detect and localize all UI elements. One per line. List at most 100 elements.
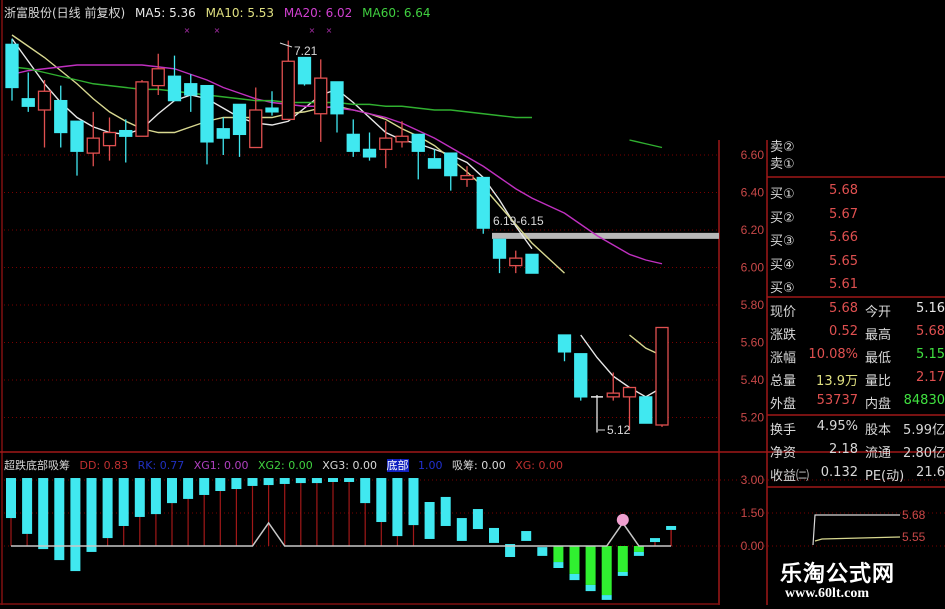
- candle-body: [102, 131, 117, 147]
- stat-value: 10.08%: [808, 347, 858, 362]
- chart-header: 浙富股份(日线 前复权) MA5: 5.36 MA10: 5.53 MA20: …: [4, 4, 437, 21]
- xg2-value: XG2: 0.00: [257, 459, 313, 472]
- candle-body: [557, 334, 572, 353]
- xg3-value: XG3: 0.00: [322, 459, 377, 472]
- cyan-bar: [54, 478, 65, 561]
- candle-body: [509, 257, 523, 267]
- candle-body: [411, 133, 425, 152]
- cyan-bar: [231, 478, 242, 490]
- buy-price: 5.61: [829, 277, 858, 292]
- cyan-bar: [167, 478, 177, 504]
- candle-body: [460, 174, 474, 181]
- cyan-bar: [440, 496, 451, 526]
- candle-body: [525, 253, 539, 274]
- buy-label: 买①: [770, 187, 795, 202]
- stat-label: 现价: [770, 305, 797, 320]
- cyan-bar: [601, 595, 612, 600]
- stat-value: 84830: [903, 393, 945, 408]
- fin-label: 净资: [770, 446, 797, 461]
- candle-body: [135, 81, 149, 137]
- price-tick: 6.00: [741, 261, 765, 275]
- sell-row: 卖②: [768, 136, 945, 158]
- cyan-bar: [38, 478, 49, 550]
- cyan-bar: [247, 478, 258, 486]
- gap-band: [492, 232, 719, 239]
- signal-marker: ×: [184, 26, 191, 35]
- candle-body: [37, 90, 52, 111]
- candle-body: [427, 158, 442, 169]
- fin-label: 股本: [865, 423, 892, 438]
- mini-label: 5.68: [902, 508, 926, 522]
- stat-label: 最低: [865, 351, 892, 366]
- cyan-bar: [633, 551, 644, 556]
- high-pointer: [279, 42, 293, 48]
- candle-body: [395, 135, 409, 143]
- cyan-bar: [86, 478, 97, 552]
- xg-value: XG: 0.00: [515, 459, 563, 472]
- cyan-bar: [22, 478, 33, 534]
- candle-body: [232, 103, 247, 136]
- stat-row: 总量 13.9万 量比 2.17: [768, 370, 945, 392]
- buy-price: 5.66: [829, 230, 858, 245]
- stat-row: 涨幅 10.08% 最低 5.15: [768, 347, 945, 369]
- watermark-url: www.60lt.com: [785, 586, 869, 601]
- candle-body: [574, 353, 588, 398]
- stat-label: 涨跌: [770, 328, 797, 343]
- indicator-tick: 3.00: [741, 473, 765, 487]
- green-bar: [553, 546, 564, 563]
- low-label: 5.12: [607, 423, 631, 437]
- candle-body: [216, 128, 230, 139]
- ma20-value: MA20: 6.02: [283, 6, 353, 20]
- stat-row: 外盘 53737 内盘 84830: [768, 393, 945, 415]
- buy-row: 买④5.6514: [768, 254, 945, 276]
- fin-value: 0.132: [820, 465, 858, 480]
- fin-value: 2.80亿: [903, 446, 945, 461]
- cyan-bar: [553, 562, 564, 568]
- candle-body: [362, 148, 377, 158]
- cyan-bar: [650, 538, 660, 543]
- cyan-bar: [456, 518, 467, 541]
- cyan-bar: [279, 478, 290, 484]
- candle-body: [200, 84, 214, 143]
- fin-label: 换手: [770, 423, 797, 438]
- di-value: 1.00: [418, 459, 443, 472]
- green-bar: [633, 546, 644, 552]
- candle-body: [151, 68, 165, 87]
- green-bar: [569, 546, 580, 574]
- candle-body: [119, 129, 133, 137]
- cyan-bar: [199, 478, 210, 495]
- candle-body: [492, 238, 507, 259]
- price-tick: 5.40: [741, 373, 765, 387]
- candle-body: [639, 396, 653, 424]
- stat-label: 量比: [865, 374, 892, 389]
- indicator-header: 超跌底部吸筹 DD: 0.83 RK: 0.77 XG1: 0.00 XG2: …: [4, 457, 569, 473]
- cyan-bar: [424, 502, 435, 539]
- buy-row: 买⑤5.6120: [768, 277, 945, 299]
- indicator-tick: 0.00: [741, 539, 765, 553]
- candle-body: [265, 107, 279, 113]
- buy-row: 买①5.6858420: [768, 183, 945, 205]
- cyan-bar: [102, 478, 113, 539]
- indicator-tick: 1.50: [741, 506, 765, 520]
- cyan-bar: [489, 527, 499, 543]
- candle-body: [297, 56, 312, 85]
- signal-marker: ×: [309, 26, 316, 35]
- cyan-bar: [666, 525, 677, 530]
- candle-body: [5, 43, 19, 89]
- cyan-bar: [295, 478, 306, 484]
- buy-label: 买③: [770, 234, 795, 249]
- cyan-bar: [505, 544, 516, 557]
- green-bar: [585, 546, 596, 585]
- gap-label: 6.19-6.15: [493, 214, 544, 228]
- stat-value: 5.16: [916, 301, 945, 316]
- candle-body: [167, 75, 182, 102]
- candle-body: [70, 120, 84, 152]
- stat-value: 2.17: [916, 370, 945, 385]
- cyan-bar: [70, 478, 81, 572]
- candle-body: [54, 99, 68, 134]
- candle-body: [346, 133, 360, 152]
- fin-value: 4.95%: [816, 419, 858, 434]
- buy-price: 5.67: [829, 206, 858, 222]
- cyan-bar: [118, 478, 129, 526]
